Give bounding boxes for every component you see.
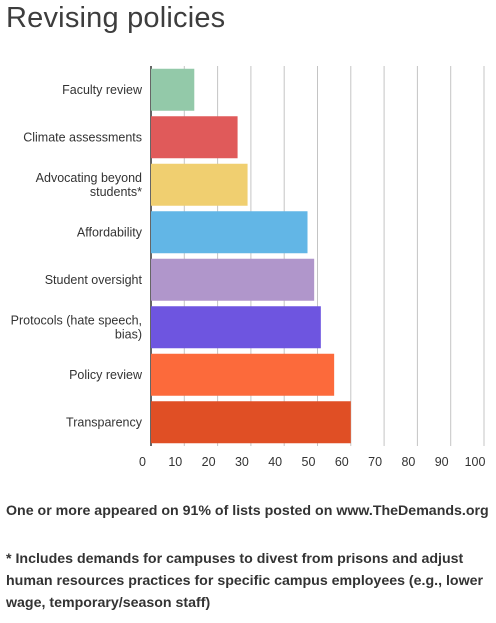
x-tick-label-20: 20: [202, 455, 216, 469]
x-tick-label-50: 50: [302, 455, 316, 469]
category-label-6: Policy review: [69, 368, 143, 382]
bar-2: [151, 163, 248, 206]
bar-1: [151, 116, 238, 159]
x-tick-label-40: 40: [268, 455, 282, 469]
bar-6: [151, 353, 335, 396]
category-label-1: Climate assessments: [23, 130, 142, 144]
x-tick-label-60: 60: [335, 455, 349, 469]
category-label-4: Student oversight: [45, 273, 143, 287]
x-tick-label-70: 70: [368, 455, 382, 469]
category-labels: Faculty review Climate assessments Advocat…: [11, 83, 143, 430]
bar-3: [151, 211, 308, 254]
x-tick-label-100: 100: [465, 455, 486, 469]
x-tick-label-10: 10: [168, 455, 182, 469]
x-tick-label-30: 30: [235, 455, 249, 469]
category-label-7: Transparency: [66, 415, 143, 429]
x-tick-label-90: 90: [435, 455, 449, 469]
category-label-2: Advocating beyond students*: [36, 171, 142, 199]
bar-chart: Faculty review Climate assessments Advocat…: [11, 66, 485, 469]
category-label-0: Faculty review: [62, 83, 143, 97]
category-label-5: Protocols (hate speech, bias): [11, 313, 142, 341]
bar-5: [151, 306, 321, 349]
footnote-asterisk: * Includes demands for campuses to dives…: [6, 551, 484, 611]
x-tick-label-80: 80: [401, 455, 415, 469]
bar-7: [151, 401, 351, 444]
bar-0: [151, 68, 195, 111]
x-tick-label-0: 0: [139, 455, 146, 469]
bar-4: [151, 258, 315, 301]
x-tick-labels: 0 10 20 30 40 50 60 70 80 90 100: [139, 455, 485, 469]
category-label-3: Affordability: [77, 225, 143, 239]
chart-title: Revising policies: [6, 2, 226, 34]
bars: [151, 68, 351, 444]
footnote-summary: One or more appeared on 91% of lists pos…: [6, 503, 489, 519]
